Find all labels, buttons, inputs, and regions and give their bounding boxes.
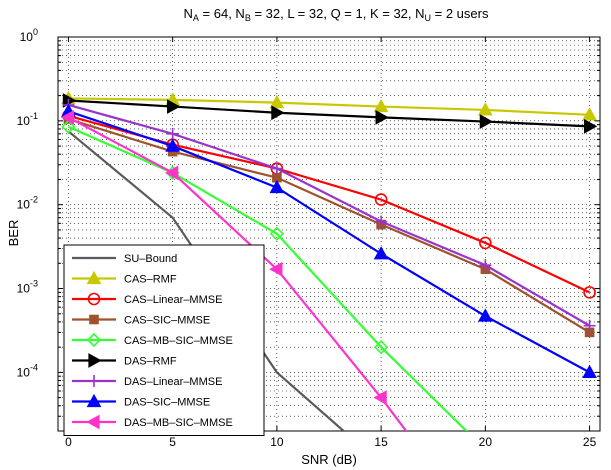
legend-label: DAS–RMF: [124, 356, 177, 368]
series-das-linear-mmse: [62, 98, 596, 332]
y-axis-label: BER: [6, 220, 21, 247]
legend-label: CAS–SIC–MMSE: [124, 315, 210, 327]
series-line: [68, 99, 590, 128]
series-group: [60, 90, 598, 431]
series-line: [68, 97, 590, 116]
y-tick-label: 10-2: [17, 195, 38, 212]
legend-item: DAS–Linear–MMSE: [72, 375, 222, 388]
y-tick-label: 100: [20, 27, 38, 44]
data-point-marker: [479, 114, 493, 129]
series-line: [68, 118, 591, 334]
legend-label: CAS–Linear–MMSE: [124, 294, 222, 306]
data-point-marker: [477, 102, 493, 116]
series-line: [67, 125, 468, 431]
series-line: [68, 110, 591, 374]
data-point-marker: [165, 138, 181, 152]
x-tick-label: 5: [169, 435, 176, 449]
data-point-marker: [477, 308, 493, 322]
series-das-mb-sic-mmse: [60, 110, 408, 431]
title-nu-val: = 2 users: [431, 6, 489, 21]
title-nu-sub: U: [425, 13, 432, 23]
x-tick-label: 15: [374, 435, 388, 449]
plot-frame: [57, 36, 601, 432]
data-point-marker: [583, 118, 598, 134]
data-point-marker: [373, 246, 389, 260]
legend-swatch-marker: [89, 314, 99, 325]
legend-item: SU–Bound: [72, 253, 177, 265]
legend-item: CAS–MB–SIC–MMSE: [72, 332, 233, 348]
y-tick-label: 10-3: [17, 279, 38, 296]
data-point-marker: [375, 110, 389, 125]
legend-label: DAS–MB–SIC–MMSE: [124, 417, 233, 429]
series-line: [68, 103, 591, 327]
legend-item: CAS–Linear–MMSE: [72, 292, 222, 306]
y-tick-label: 10-4: [17, 362, 38, 379]
data-point-marker: [166, 127, 179, 140]
data-point-marker: [373, 340, 389, 355]
data-point-marker: [375, 215, 388, 228]
x-tick-label: 0: [65, 435, 72, 449]
data-point-marker: [167, 99, 181, 114]
legend-swatch-marker: [86, 393, 102, 408]
legend-label: CAS–RMF: [124, 274, 177, 286]
data-point-marker: [269, 226, 285, 241]
data-point-marker: [479, 259, 492, 272]
legend-item: DAS–SIC–MMSE: [72, 393, 210, 409]
legend-item: DAS–MB–SIC–MMSE: [72, 414, 233, 430]
title-nu-main: N: [415, 6, 424, 21]
x-tick-label: 10: [270, 435, 284, 449]
legend: SU–Bound CAS–RMF CAS–Linear–MMSE CAS–SIC–MM…: [63, 244, 265, 436]
data-point-marker: [582, 107, 597, 121]
legend-swatch-marker: [86, 414, 100, 430]
data-point-marker: [269, 261, 283, 277]
title-nb-val: = 32, L = 32, Q = 1, K = 32,: [251, 6, 415, 21]
y-tick-label: 10-1: [17, 111, 38, 128]
title-nb-sub: B: [245, 13, 251, 23]
data-point-marker: [61, 119, 76, 134]
legend-label: SU–Bound: [124, 253, 177, 265]
title-na-main: N: [184, 6, 193, 21]
data-point-marker: [165, 165, 179, 181]
chart-title: NA = 64, NB = 32, L = 32, Q = 1, K = 32,…: [184, 6, 489, 23]
data-point-marker: [60, 110, 75, 125]
legend-swatch-marker: [88, 375, 100, 387]
x-axis-label: SNR (dB): [301, 452, 357, 467]
legend-label: CAS–MB–SIC–MMSE: [124, 335, 233, 347]
data-point-marker: [270, 162, 283, 175]
data-point-marker: [582, 364, 597, 378]
legend-swatch-marker: [87, 292, 101, 306]
legend-swatch-marker: [86, 270, 102, 285]
x-tick-label: 25: [583, 435, 597, 449]
series-das-rmf: [62, 93, 598, 134]
data-point-marker: [271, 105, 285, 121]
data-point-marker: [583, 319, 596, 332]
data-point-marker: [373, 98, 389, 113]
legend-item: CAS–SIC–MMSE: [72, 315, 210, 327]
data-point-marker: [374, 193, 388, 206]
title-na-val: = 64,: [199, 6, 236, 21]
legend-label: DAS–Linear–MMSE: [124, 376, 222, 388]
x-tick-label: 20: [479, 435, 493, 449]
legend-swatch-marker: [88, 353, 102, 368]
legend-item: CAS–RMF: [72, 270, 177, 286]
legend-swatch-marker: [86, 332, 102, 348]
data-point-marker: [583, 286, 596, 299]
legend-label: DAS–SIC–MMSE: [124, 397, 210, 409]
data-point-marker: [479, 236, 492, 250]
data-point-marker: [269, 94, 285, 109]
title-na-sub: A: [193, 13, 199, 23]
data-point-marker: [269, 179, 285, 194]
data-point-marker: [373, 390, 387, 405]
title-nb-main: N: [235, 6, 244, 21]
legend-item: DAS–RMF: [72, 353, 177, 368]
